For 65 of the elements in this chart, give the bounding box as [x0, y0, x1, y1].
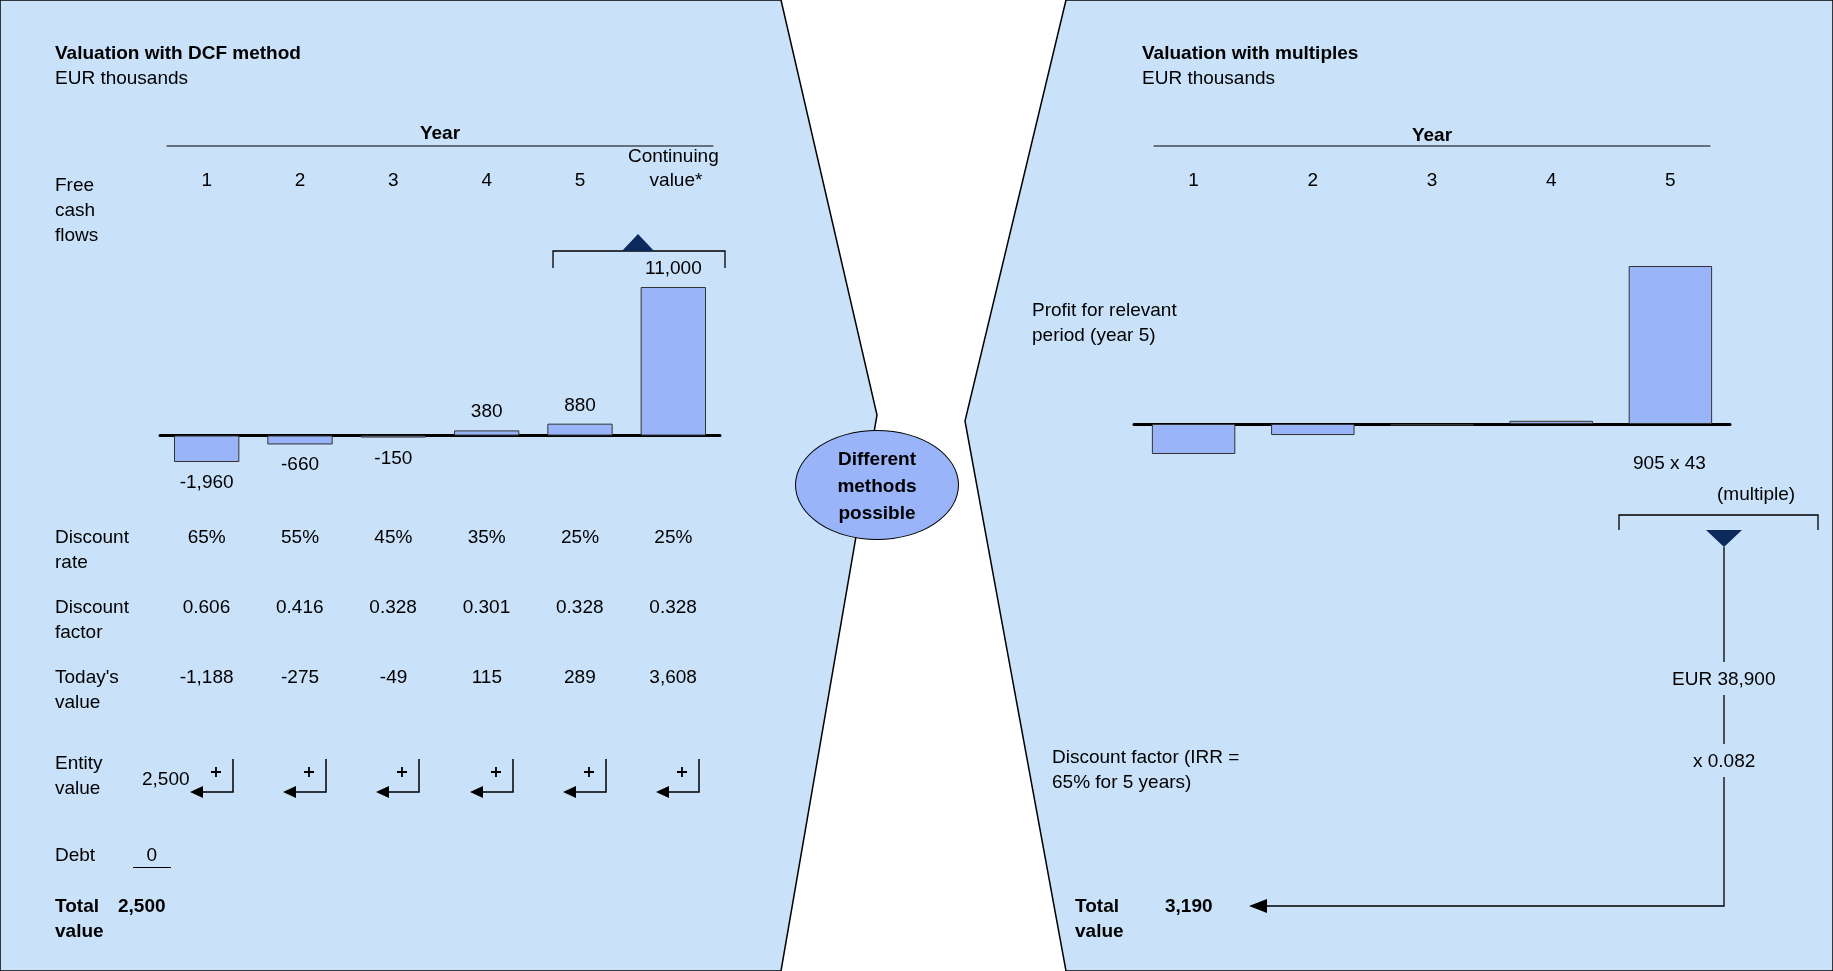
text: 3,608: [649, 665, 697, 689]
bar: [547, 423, 613, 436]
x-tick-label: 5: [574, 168, 586, 190]
text: 0.328: [369, 595, 417, 619]
text: 0.416: [276, 595, 324, 619]
bar: [640, 287, 706, 436]
data-label: 380: [470, 400, 503, 422]
x-axis-title: Year: [1411, 124, 1453, 145]
text: x 0.082: [1691, 744, 1758, 777]
text: Discount factor (IRR = 65% for 5 years): [1052, 745, 1241, 794]
text: -275: [281, 665, 320, 689]
text: (multiple): [1717, 482, 1796, 506]
text: EUR 38,900: [1670, 662, 1778, 695]
text: 0.328: [649, 595, 697, 619]
bar: [267, 435, 333, 445]
text: Today's value: [55, 665, 120, 714]
annotation: Profit for relevant period (year 5): [1032, 298, 1178, 347]
x-tick-label: Continuing value*: [627, 144, 719, 190]
text: Different methods possible: [795, 430, 959, 540]
x-tick-label: 1: [201, 168, 212, 190]
text: Discount rate: [55, 525, 130, 574]
x-tick-label: 5: [1665, 168, 1676, 190]
text: 115: [471, 665, 502, 689]
data-label: -660: [280, 453, 320, 475]
text: 0.606: [182, 595, 231, 619]
text: 0.301: [462, 595, 511, 619]
text: 65%: [187, 525, 226, 549]
text: Discount factor: [55, 595, 130, 644]
text: 0: [132, 842, 172, 868]
chart-title: Valuation with multiples: [1142, 41, 1359, 65]
x-tick-label: 2: [1307, 168, 1319, 190]
x-tick-label: 2: [294, 168, 306, 190]
text: Entity value: [55, 751, 104, 800]
x-axis-title: Year: [419, 122, 461, 144]
data-label: -150: [374, 446, 413, 468]
text: Free cash flows: [55, 173, 100, 247]
x-tick-label: 1: [1188, 168, 1199, 190]
bar: [454, 430, 520, 436]
text: 35%: [467, 525, 506, 549]
text: Total value: [1075, 894, 1125, 943]
text: -1,188: [179, 665, 234, 689]
text: 25%: [654, 525, 693, 549]
data-label: 880: [564, 393, 596, 415]
text: 289: [564, 665, 596, 689]
x-tick-label: 3: [1426, 168, 1438, 190]
text: 0.328: [556, 595, 604, 619]
bar: [174, 435, 240, 462]
x-tick-label: 4: [1545, 168, 1557, 190]
x-tick-label: 4: [481, 168, 493, 190]
data-label: -1,960: [179, 471, 234, 492]
text: Total value: [55, 895, 104, 941]
text: 45%: [374, 525, 413, 549]
data-label: 11,000: [644, 257, 702, 278]
text: 3,190: [1165, 894, 1213, 918]
text: 55%: [281, 525, 320, 549]
chart-title: Valuation with DCF method: [55, 41, 301, 65]
chart-subtitle: EUR thousands: [55, 66, 189, 90]
text: Debt: [55, 843, 97, 867]
text: -49: [379, 665, 408, 689]
chart-subtitle: EUR thousands: [1142, 66, 1276, 90]
text: 2,500: [118, 894, 166, 918]
text: 2,500: [142, 767, 190, 791]
annotation: 905 x 43: [1633, 451, 1706, 475]
text: 25%: [561, 525, 600, 549]
x-tick-label: 3: [388, 168, 399, 190]
